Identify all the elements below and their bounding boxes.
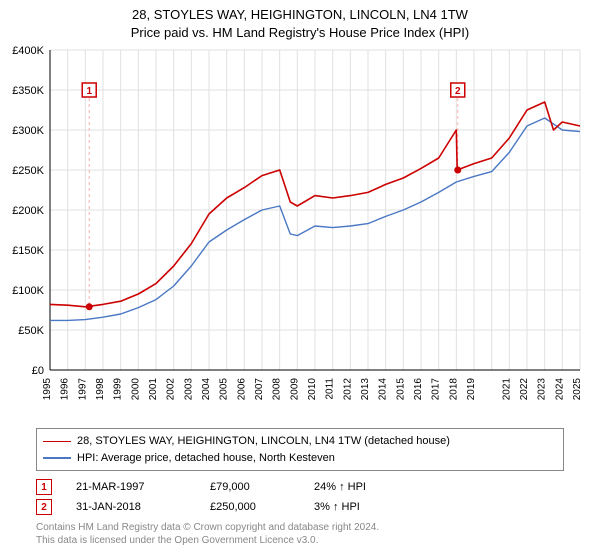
- footer-line-1: Contains HM Land Registry data © Crown c…: [36, 521, 564, 534]
- svg-text:£0: £0: [32, 365, 44, 377]
- svg-text:2015: 2015: [395, 378, 406, 401]
- svg-text:£300K: £300K: [12, 125, 44, 137]
- svg-text:2: 2: [455, 86, 461, 97]
- svg-text:2004: 2004: [201, 378, 212, 401]
- svg-text:2022: 2022: [519, 378, 530, 401]
- svg-text:£250K: £250K: [12, 165, 44, 177]
- svg-text:£100K: £100K: [12, 285, 44, 297]
- svg-text:2017: 2017: [431, 378, 442, 401]
- svg-text:2003: 2003: [183, 378, 194, 401]
- svg-text:£150K: £150K: [12, 245, 44, 257]
- legend-swatch-hpi: [43, 457, 71, 458]
- svg-text:2000: 2000: [130, 378, 141, 401]
- legend-item-property: 28, STOYLES WAY, HEIGHINGTON, LINCOLN, L…: [43, 433, 557, 450]
- svg-text:£350K: £350K: [12, 85, 44, 97]
- svg-text:1995: 1995: [42, 378, 53, 401]
- sale-diff-2: 3% ↑ HPI: [314, 501, 394, 513]
- svg-text:2010: 2010: [307, 378, 318, 401]
- sale-date-2: 31-JAN-2018: [76, 501, 186, 513]
- svg-text:£200K: £200K: [12, 205, 44, 217]
- sale-record-1: 1 21-MAR-1997 £79,000 24% ↑ HPI: [36, 479, 564, 495]
- svg-text:2005: 2005: [219, 378, 230, 401]
- svg-text:2024: 2024: [554, 378, 565, 401]
- svg-text:2001: 2001: [148, 378, 159, 401]
- legend-item-hpi: HPI: Average price, detached house, Nort…: [43, 450, 557, 467]
- svg-text:2018: 2018: [448, 378, 459, 401]
- svg-text:2012: 2012: [342, 378, 353, 401]
- svg-text:2006: 2006: [236, 378, 247, 401]
- svg-text:1997: 1997: [77, 378, 88, 401]
- svg-text:£400K: £400K: [12, 45, 44, 57]
- svg-text:2019: 2019: [466, 378, 477, 401]
- svg-text:1996: 1996: [60, 378, 71, 401]
- svg-text:2025: 2025: [572, 378, 583, 401]
- svg-text:1: 1: [86, 86, 92, 97]
- chart-legend: 28, STOYLES WAY, HEIGHINGTON, LINCOLN, L…: [36, 428, 564, 471]
- svg-text:2008: 2008: [272, 378, 283, 401]
- sale-price-2: £250,000: [210, 501, 290, 513]
- svg-text:2016: 2016: [413, 378, 424, 401]
- legend-swatch-property: [43, 441, 71, 443]
- title-line-2: Price paid vs. HM Land Registry's House …: [0, 24, 600, 42]
- chart-footer: Contains HM Land Registry data © Crown c…: [36, 521, 564, 547]
- svg-text:1999: 1999: [113, 378, 124, 401]
- title-line-1: 28, STOYLES WAY, HEIGHINGTON, LINCOLN, L…: [0, 6, 600, 24]
- svg-text:2013: 2013: [360, 378, 371, 401]
- svg-text:2014: 2014: [378, 378, 389, 401]
- svg-text:2023: 2023: [537, 378, 548, 401]
- sale-badge-2: 2: [36, 499, 52, 515]
- price-chart: £0 £50K £100K £150K £200K £250K £300K £350K £400…: [0, 42, 600, 422]
- legend-label-hpi: HPI: Average price, detached house, Nort…: [77, 450, 335, 467]
- sale-price-1: £79,000: [210, 481, 290, 493]
- chart-title: 28, STOYLES WAY, HEIGHINGTON, LINCOLN, L…: [0, 0, 600, 42]
- legend-label-property: 28, STOYLES WAY, HEIGHINGTON, LINCOLN, L…: [77, 433, 450, 450]
- svg-text:2007: 2007: [254, 378, 265, 401]
- svg-text:2011: 2011: [325, 378, 336, 400]
- footer-line-2: This data is licensed under the Open Gov…: [36, 534, 564, 547]
- svg-text:2002: 2002: [166, 378, 177, 401]
- svg-text:£50K: £50K: [18, 325, 44, 337]
- svg-text:2021: 2021: [501, 378, 512, 401]
- sale-badge-1: 1: [36, 479, 52, 495]
- svg-text:2009: 2009: [289, 378, 300, 401]
- svg-text:1998: 1998: [95, 378, 106, 401]
- sale-diff-1: 24% ↑ HPI: [314, 481, 394, 493]
- sale-record-2: 2 31-JAN-2018 £250,000 3% ↑ HPI: [36, 499, 564, 515]
- sale-date-1: 21-MAR-1997: [76, 481, 186, 493]
